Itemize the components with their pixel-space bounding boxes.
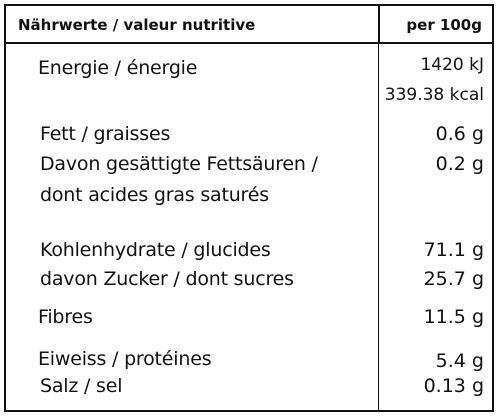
row-value-fett: 0.6 g [435,123,484,145]
column-divider [378,6,380,42]
row-label-zucker: davon Zucker / dont sucres [40,268,294,290]
row-label-gesaettigt-line2: dont acides gras saturés [40,184,269,206]
table-header-row: Nährwerte / valeur nutritive per 100g [6,6,492,44]
row-label-kohlenhydrate: Kohlenhydrate / glucides [40,239,271,261]
row-label-fett: Fett / graisses [40,123,171,145]
row-value-gesaettigt: 0.2 g [435,153,484,175]
row-value-energie-kcal: 339.38 kcal [384,85,484,105]
row-value-salz: 0.13 g [423,375,484,397]
row-label-energie: Energie / énergie [38,57,198,79]
row-label-salz: Salz / sel [40,375,123,397]
column-divider [378,44,379,410]
table-header-title: Nährwerte / valeur nutritive [18,16,256,34]
row-label-gesaettigt-line1: Davon gesättigte Fettsäuren / [40,153,318,175]
row-value-zucker: 25.7 g [423,268,484,290]
table-header-unit: per 100g [406,16,482,34]
row-label-fibres: Fibres [38,306,93,328]
row-value-eiweiss: 5.4 g [435,350,484,372]
nutrition-table: Nährwerte / valeur nutritive per 100g En… [4,4,494,412]
row-label-eiweiss: Eiweiss / protéines [38,348,212,370]
row-value-fibres: 11.5 g [423,306,484,328]
row-value-energie-kj: 1420 kJ [420,55,484,75]
row-value-kohlenhydrate: 71.1 g [423,239,484,261]
